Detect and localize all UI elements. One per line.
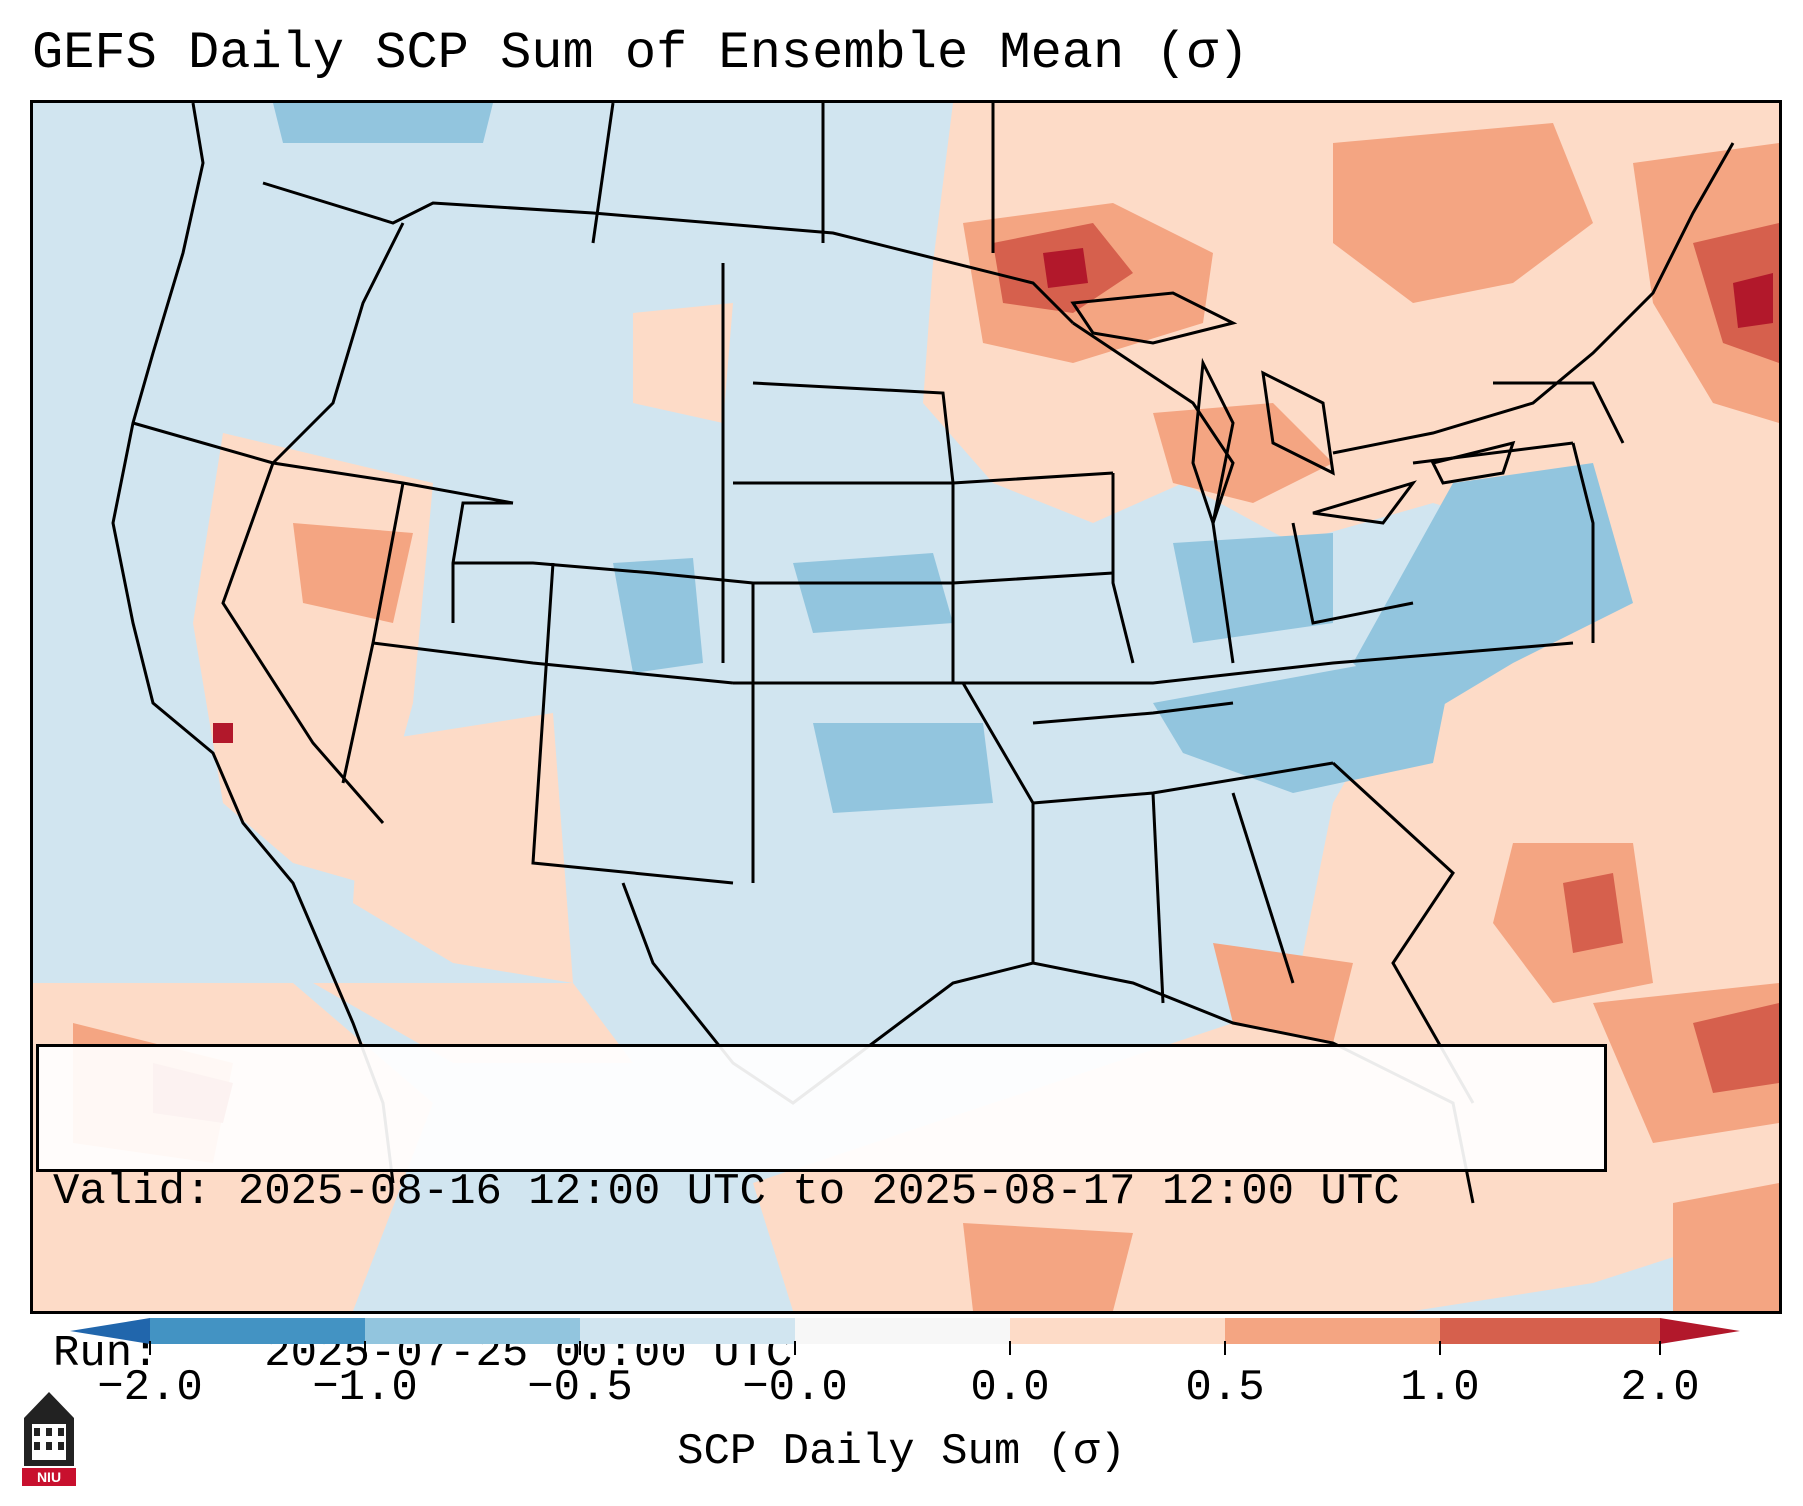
tick-mark [364,1341,366,1355]
tick-mark [149,1341,151,1355]
colorbar-bin-7 [1440,1318,1660,1344]
colorbar [70,1318,1740,1344]
tick-mark [794,1341,796,1355]
logo-text: NIU [37,1469,61,1485]
colorbar-below-min [70,1318,150,1344]
colorbar-bin-6 [1225,1318,1440,1344]
colorbar-label: SCP Daily Sum (σ) [677,1427,1126,1477]
tick-label: 0.0 [970,1363,1050,1413]
tick-mark [1009,1341,1011,1355]
great-lakes [1070,291,1516,529]
tick-mark [1224,1341,1226,1355]
tick-mark [579,1341,581,1355]
valid-run-info-box: Valid: 2025-08-16 12:00 UTC to 2025-08-1… [36,1044,1607,1379]
logo-badge [22,1468,76,1486]
colorbar-bin-4 [795,1318,1010,1344]
colorbar-bin-1 [150,1318,365,1344]
tick-label: 2.0 [1620,1363,1700,1413]
tick-label: −0.0 [742,1363,848,1413]
valid-row: Valid: 2025-08-16 12:00 UTC to 2025-08-1… [53,1165,1590,1219]
colorbar-bin-5 [1010,1318,1225,1344]
university-tower-icon: NIU [22,1392,76,1486]
state-boundaries [111,103,1735,1204]
tick-mark [1439,1341,1441,1355]
tick-label: −1.0 [312,1363,418,1413]
extreme-positive-regions [213,248,1773,743]
tick-label: 0.5 [1185,1363,1265,1413]
negative-anomaly-regions [273,103,1633,813]
colorbar-bin-3 [580,1318,795,1344]
tick-label: −2.0 [97,1363,203,1413]
map-title: GEFS Daily SCP Sum of Ensemble Mean (σ) [32,24,1249,83]
tick-mark [1659,1341,1661,1355]
colorbar-above-max [1660,1318,1740,1344]
valid-value: 2025-08-16 12:00 UTC to 2025-08-17 12:00… [237,1167,1400,1217]
tick-label: 1.0 [1400,1363,1480,1413]
tick-label: −0.5 [527,1363,633,1413]
valid-label: Valid: [53,1167,212,1217]
colorbar-bin-2 [365,1318,580,1344]
